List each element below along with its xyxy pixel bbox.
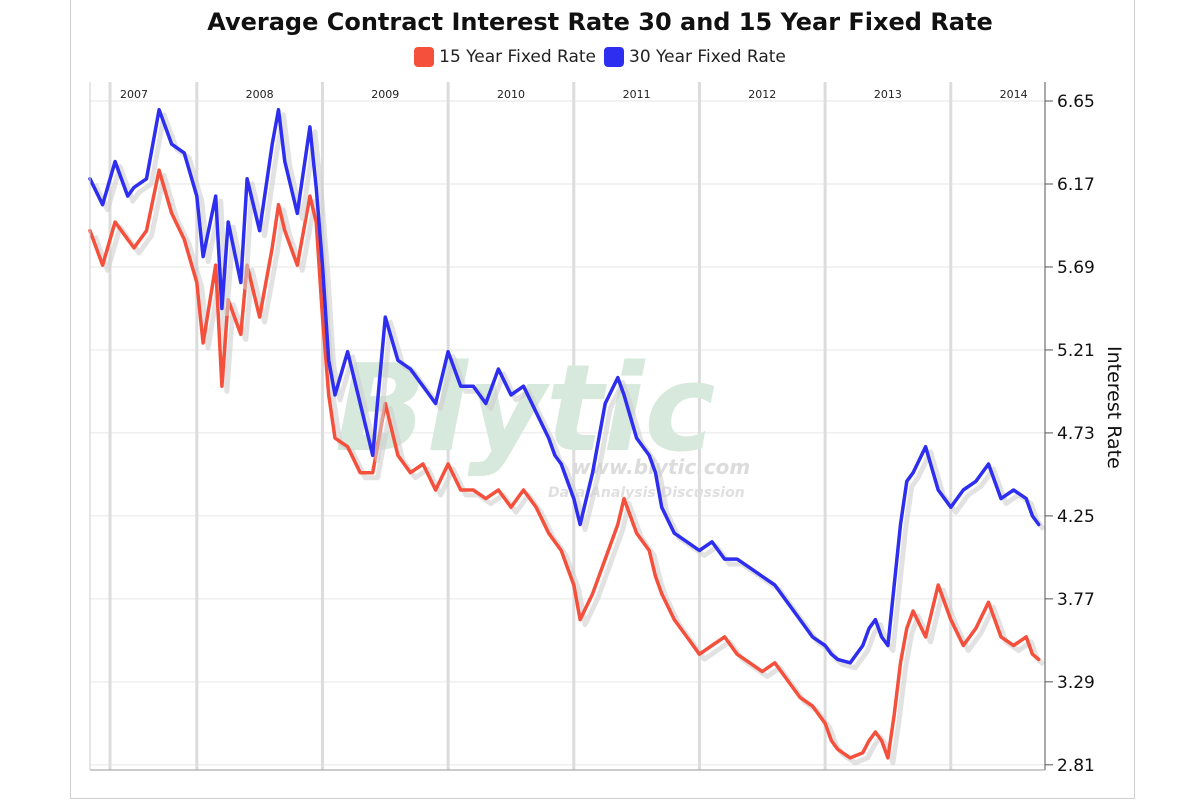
x-tick-label: 2014 bbox=[1000, 88, 1028, 101]
legend-item-30-year[interactable]: 30 Year Fixed Rate bbox=[604, 47, 786, 67]
x-tick-label: 2013 bbox=[874, 88, 902, 101]
y-tick-label: 5.21 bbox=[1057, 341, 1095, 361]
legend-swatch-30-year bbox=[604, 47, 624, 67]
x-tick-label: 2007 bbox=[120, 88, 148, 101]
y-tick-label: 6.17 bbox=[1057, 175, 1095, 195]
series-shadow-1 bbox=[92, 112, 1046, 671]
legend-swatch-15-year bbox=[414, 47, 435, 67]
series-layer bbox=[88, 107, 1046, 766]
y-tick-label: 4.73 bbox=[1057, 424, 1095, 444]
x-tick-label: 2011 bbox=[623, 88, 651, 101]
chart-frame bbox=[70, 0, 1135, 799]
y-tick-label: 6.65 bbox=[1057, 92, 1095, 112]
x-tick-label: 2009 bbox=[371, 88, 399, 101]
y-tick-label: 4.25 bbox=[1057, 507, 1095, 527]
x-tick-label: 2010 bbox=[497, 88, 525, 101]
legend-label-15-year: 15 Year Fixed Rate bbox=[439, 47, 596, 67]
axis-layer: 6.65 6.17 5.69 5.21 4.73 4.25 3.77 3.29 2.81 2007… bbox=[89, 82, 1095, 776]
x-tick-label: 2012 bbox=[748, 88, 776, 101]
legend-item-15-year[interactable]: 15 Year Fixed Rate bbox=[414, 47, 596, 67]
y-tick-label: 3.29 bbox=[1057, 673, 1095, 693]
y-tick-label: 3.77 bbox=[1057, 590, 1095, 610]
y-tick-label: 5.69 bbox=[1057, 258, 1095, 278]
legend-label-30-year: 30 Year Fixed Rate bbox=[629, 47, 786, 67]
chart-title: Average Contract Interest Rate 30 and 15… bbox=[207, 8, 993, 36]
series-line-30-year[interactable] bbox=[88, 107, 1041, 665]
series-shadow-0 bbox=[92, 172, 1046, 766]
legend: 15 Year Fixed Rate 30 Year Fixed Rate bbox=[0, 47, 1200, 67]
y-tick-label: 2.81 bbox=[1057, 756, 1095, 776]
x-tick-label: 2008 bbox=[246, 88, 274, 101]
y-axis-title: Interest Rate bbox=[1103, 346, 1125, 469]
